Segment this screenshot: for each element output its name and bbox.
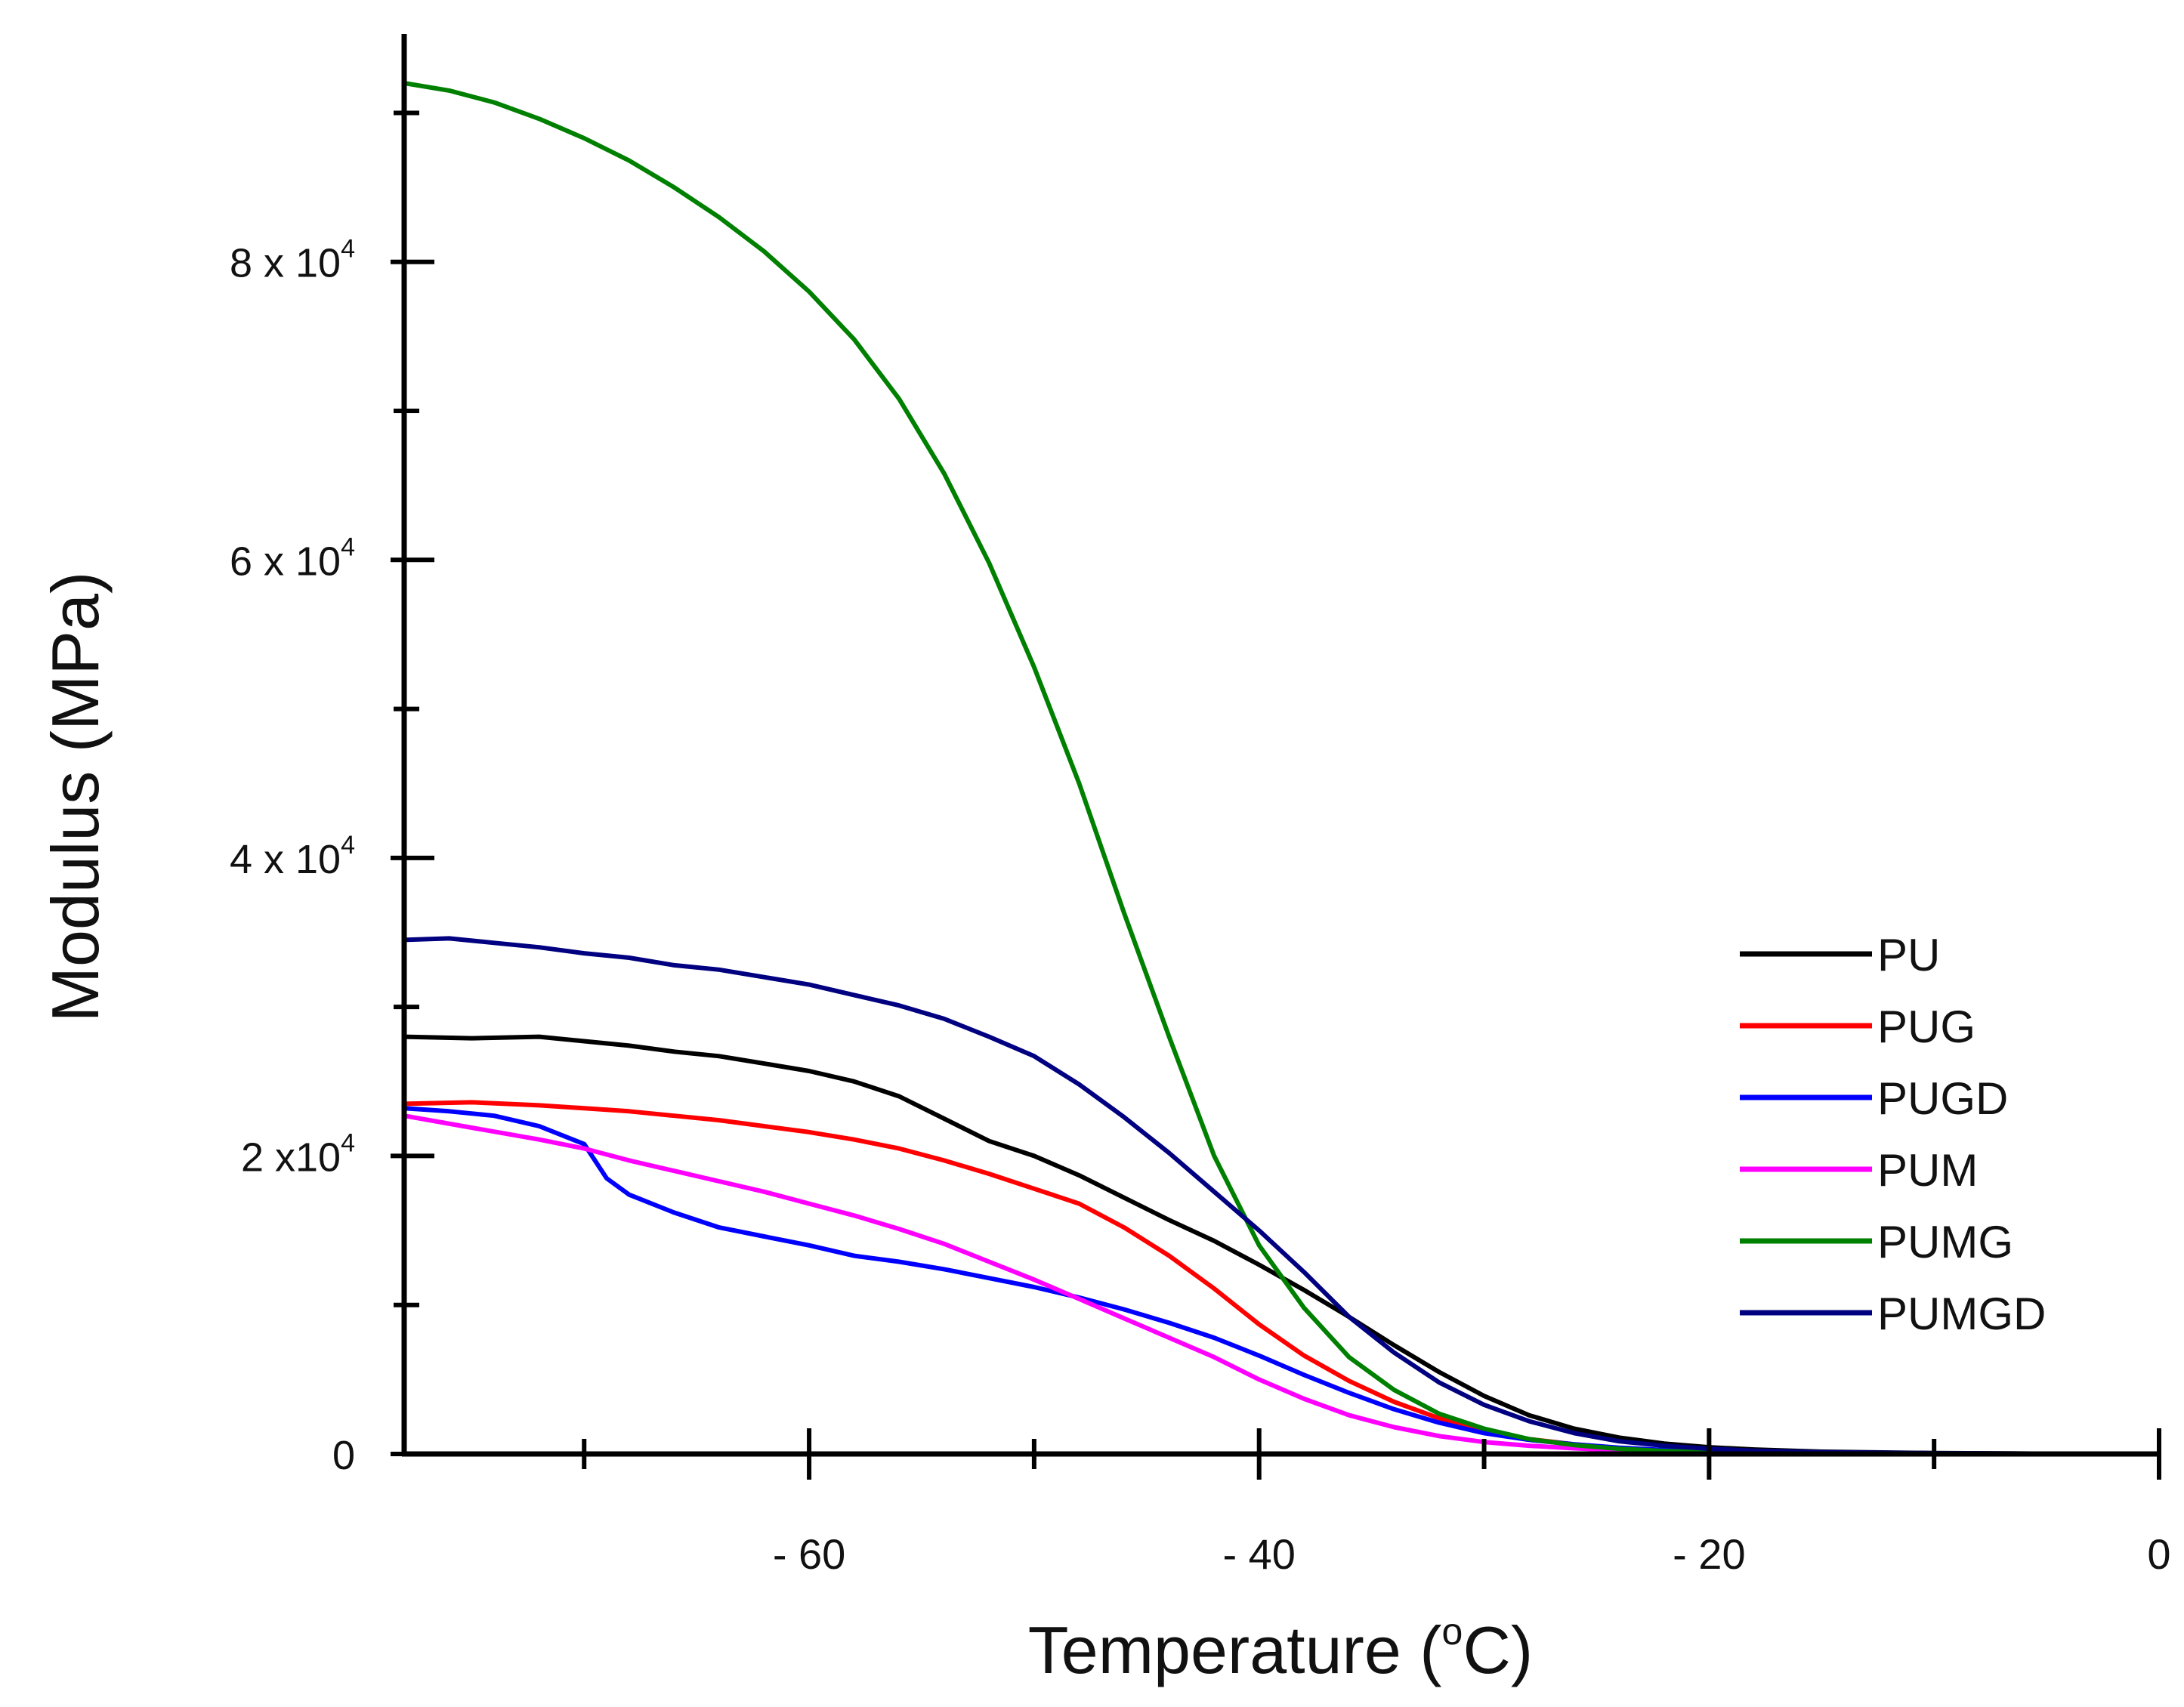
legend-label: PUMG xyxy=(1877,1217,2013,1267)
ticks-layer: - 60 - 40 - 20 0 0 2 x104 4 x 104 6 x 104 8 x 10… xyxy=(230,110,2171,1578)
y-tick-label: 4 x 104 xyxy=(230,831,355,882)
legend-label: PUMGD xyxy=(1877,1289,2046,1339)
axes-layer xyxy=(401,34,2161,1457)
x-tick-label: - 20 xyxy=(1673,1530,1746,1578)
legend-item-pu: PU xyxy=(1740,930,1940,980)
y-tick-label: 2 x104 xyxy=(241,1128,355,1180)
x-axis-title-pre: Temperature ( xyxy=(1028,1613,1442,1687)
legend-item-pumgd: PUMGD xyxy=(1740,1289,2046,1339)
series-line-pumgd xyxy=(402,936,2161,1456)
y-axis-title: Modulus (MPa) xyxy=(38,572,113,1023)
x-tick-label: - 60 xyxy=(773,1530,846,1578)
x-axis-title-sup: o xyxy=(1442,1610,1463,1653)
y-tick-label: 0 xyxy=(332,1433,355,1478)
legend-label: PUGD xyxy=(1877,1073,2008,1124)
x-tick-label: 0 xyxy=(2147,1530,2170,1578)
x-axis-title-post: C) xyxy=(1463,1613,1533,1687)
legend-item-pumg: PUMG xyxy=(1740,1217,2013,1267)
legend-item-pum: PUM xyxy=(1740,1145,1978,1196)
legend-label: PU xyxy=(1877,930,1940,980)
series-layer xyxy=(402,81,2161,1456)
x-axis-title: Temperature (oC) xyxy=(1028,1610,1533,1687)
legend-item-pugd: PUGD xyxy=(1740,1073,2008,1124)
legend-item-pug: PUG xyxy=(1740,1002,1975,1052)
legend-label: PUG xyxy=(1877,1002,1975,1052)
x-tick-label: - 40 xyxy=(1222,1530,1296,1578)
legend: PU PUG PUGD PUM PUMG PUMGD xyxy=(1740,930,2046,1339)
y-tick-label: 6 x 104 xyxy=(230,532,355,584)
legend-label: PUM xyxy=(1877,1145,1978,1196)
y-tick-label: 8 x 104 xyxy=(230,235,355,286)
